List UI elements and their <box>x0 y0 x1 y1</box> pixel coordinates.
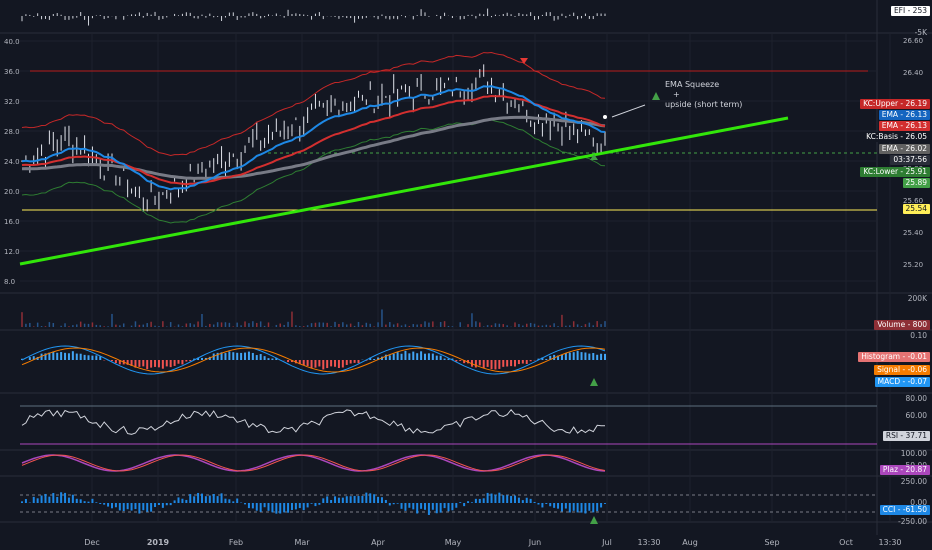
macd-tick: 0.10 <box>910 331 927 340</box>
price-label: KC:Upper - 26.19 <box>860 99 930 109</box>
left-price-tick: 12.0 <box>4 248 20 256</box>
efi-label: EFI - 253 <box>890 6 930 16</box>
kc-upper-line <box>21 51 606 157</box>
x-tick-label: Feb <box>229 538 243 547</box>
left-price-tick: 32.0 <box>4 98 20 106</box>
left-price-tick: 36.0 <box>4 68 20 76</box>
right-price-tick: 25.40 <box>903 229 923 237</box>
grid <box>0 0 932 535</box>
rsi-tick: 80.00 <box>905 394 927 403</box>
price-label: EMA - 26.02 <box>878 144 930 154</box>
left-price-tick: 16.0 <box>4 218 20 226</box>
rsi-line <box>21 409 606 435</box>
right-price-tick: 25.60 <box>903 197 923 205</box>
x-axis: Dec 2019 Feb Mar Apr May Jun Jul 13:30 Aug Sep Oct 1… <box>84 538 901 547</box>
x-tick-label: May <box>445 538 462 547</box>
volume-tick: 200K <box>907 294 927 303</box>
price-label: KC:Lower - 25.91 <box>860 167 930 177</box>
volume-label: Volume - 800 <box>874 320 930 330</box>
macd-line <box>21 345 606 375</box>
cci-label: CCI - -61.50 <box>879 505 930 515</box>
x-tick-label: Oct <box>839 538 853 547</box>
x-tick-label: 13:30 <box>878 538 901 547</box>
cci-tick: 250.00 <box>900 477 927 486</box>
macd-label: Signal - -0.06 <box>874 365 930 375</box>
x-tick-label: 2019 <box>147 538 170 547</box>
ema-blue-line <box>21 85 606 191</box>
ema-slow-line <box>21 115 606 180</box>
signal-line <box>21 347 606 373</box>
price-label: 03:37:56 <box>890 155 930 165</box>
x-tick-label: Sep <box>764 538 779 547</box>
buy-arrow <box>590 154 598 160</box>
right-price-tick: 26.40 <box>903 69 923 77</box>
trendline <box>19 116 789 266</box>
rsi-label: RSI - 37.71 <box>882 431 930 441</box>
last-point <box>603 115 607 119</box>
price-label: 25.54 <box>902 204 930 214</box>
plaz-tick: 100.00 <box>900 449 927 458</box>
plaz-line <box>21 454 606 472</box>
rsi-tick: 60.00 <box>905 411 927 420</box>
annotation-title: EMA Squeeze <box>665 80 720 89</box>
right-price-tick: 25.20 <box>903 261 923 269</box>
right-price-tick: 26.60 <box>903 37 923 45</box>
x-tick-label: 13:30 <box>637 538 660 547</box>
left-price-tick: 28.0 <box>4 128 20 136</box>
left-price-tick: 8.0 <box>4 278 15 286</box>
annotation-plus: + <box>673 90 680 99</box>
left-price-tick: 40.0 <box>4 38 20 46</box>
price-label: EMA - 26.13 <box>878 110 930 120</box>
left-price-tick: 24.0 <box>4 158 20 166</box>
macd-buy-arrow <box>590 378 598 386</box>
annotation-text: EMA Squeeze + upside (short term) <box>665 80 742 110</box>
x-tick-label: Jul <box>601 538 612 547</box>
x-tick-label: Mar <box>294 538 310 547</box>
cci-tick: 0.00 <box>910 498 927 507</box>
plaz-signal-line <box>21 454 606 472</box>
macd-label: MACD - -0.07 <box>874 377 930 387</box>
annotation-body: upside (short term) <box>665 100 743 109</box>
x-tick-label: Aug <box>682 538 698 547</box>
plaz-label: Plaz - 20.87 <box>879 465 930 475</box>
x-tick-label: Dec <box>84 538 99 547</box>
efi-tick: -5K <box>914 28 927 37</box>
price-label: KC:Basis - 26.05 <box>863 132 930 142</box>
price-label: 25.89 <box>902 178 930 188</box>
ema-red-line <box>21 94 606 186</box>
sell-arrow <box>520 58 528 64</box>
cci-tick: -250.00 <box>898 517 927 526</box>
left-price-tick: 20.0 <box>4 188 20 196</box>
annotation-arrow <box>652 92 660 100</box>
x-tick-label: Jun <box>528 538 542 547</box>
indicator-panes <box>19 8 877 524</box>
price-label: EMA - 26.13 <box>878 121 930 131</box>
annotation-pointer <box>611 104 646 118</box>
x-tick-label: Apr <box>371 538 386 547</box>
cci-buy-arrow <box>590 516 598 524</box>
macd-label: Histogram - -0.01 <box>858 352 930 362</box>
